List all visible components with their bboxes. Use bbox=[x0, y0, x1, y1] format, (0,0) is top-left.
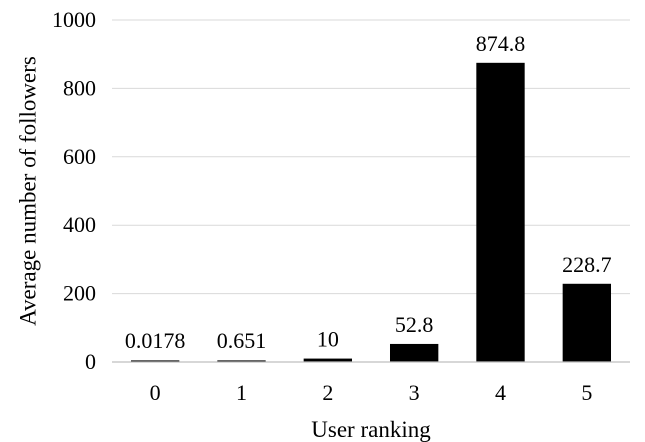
x-axis-title: User ranking bbox=[311, 417, 431, 442]
bars bbox=[130, 62, 612, 363]
y-tick-label: 1000 bbox=[52, 7, 96, 32]
bar bbox=[130, 360, 180, 362]
x-tick-label: 3 bbox=[409, 380, 420, 405]
y-tick-label: 600 bbox=[63, 144, 96, 169]
bar bbox=[303, 358, 353, 362]
x-tick-label: 4 bbox=[495, 380, 506, 405]
data-labels: 0.0178 0.651 10 52.8 874.8 228.7 bbox=[125, 31, 612, 353]
bar bbox=[389, 343, 439, 362]
y-tick-label: 800 bbox=[63, 75, 96, 100]
y-tick-label: 400 bbox=[63, 212, 96, 237]
x-tick-label: 1 bbox=[236, 380, 247, 405]
data-label: 0.651 bbox=[217, 328, 267, 353]
bar bbox=[476, 62, 525, 363]
x-tick-label: 2 bbox=[322, 380, 333, 405]
y-tick-label: 0 bbox=[85, 349, 96, 374]
x-tick-label: 5 bbox=[581, 380, 592, 405]
bar bbox=[217, 360, 266, 362]
bar bbox=[562, 283, 612, 362]
data-label: 228.7 bbox=[562, 252, 612, 277]
y-tick-label: 200 bbox=[63, 281, 96, 306]
axes: 0 200 400 600 800 1000 0 1 2 3 4 5 bbox=[52, 7, 630, 405]
y-axis-title: Average number of followers bbox=[15, 56, 40, 326]
data-label: 10 bbox=[317, 327, 339, 352]
data-label: 0.0178 bbox=[125, 328, 186, 353]
x-tick-label: 0 bbox=[150, 380, 161, 405]
gridlines bbox=[112, 19, 630, 295]
data-label: 52.8 bbox=[395, 312, 434, 337]
data-label: 874.8 bbox=[476, 31, 526, 56]
